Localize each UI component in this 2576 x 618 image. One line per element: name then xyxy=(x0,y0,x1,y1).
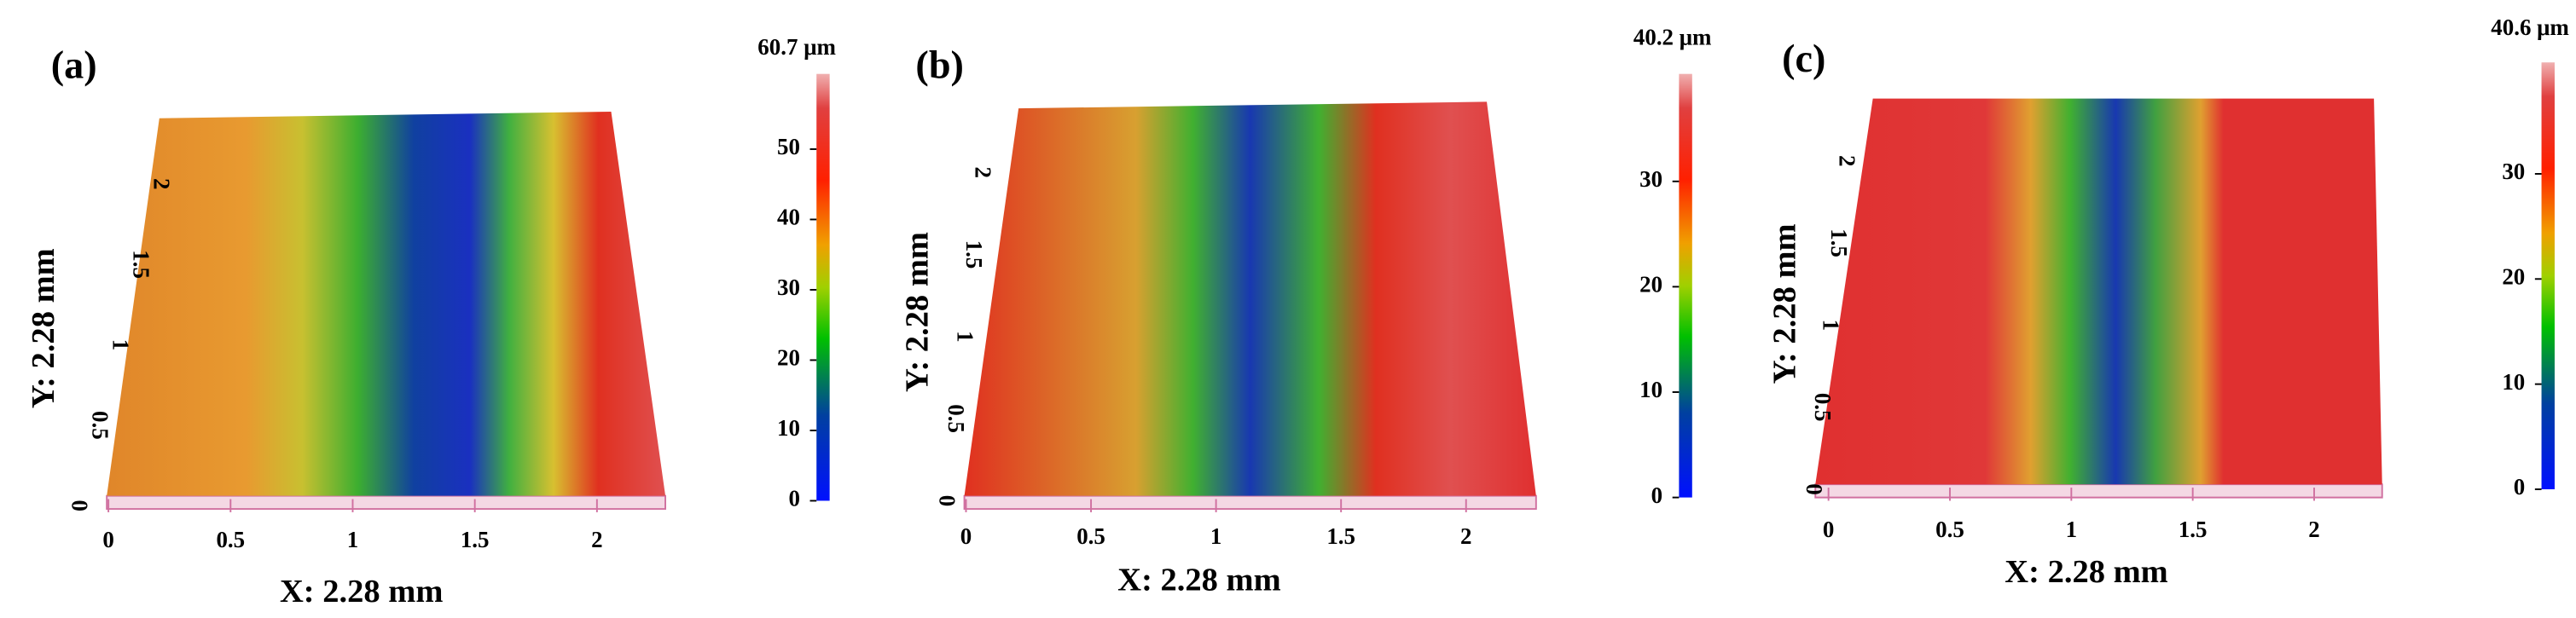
colorbar-tick-label: 30 xyxy=(1639,166,1662,192)
colorbar-max-label: 40.6 μm xyxy=(2491,14,2569,40)
x-tick-label: 0.5 xyxy=(216,527,245,552)
y-tick-label: 1.5 xyxy=(1826,228,1852,257)
x-tick-label: 2 xyxy=(591,527,602,552)
panel: (a) 0 0.5 1 1.5 2 X: 2.28 mm 0 0.5 1 1.5 2 Y: 2.28 m… xyxy=(26,34,836,609)
colorbar xyxy=(816,73,830,501)
panel-label: (b) xyxy=(915,43,963,87)
y-tick-label: 1 xyxy=(952,331,978,342)
surface-base xyxy=(963,494,1537,511)
y-axis-label: Y: 2.28 mm xyxy=(899,232,935,392)
x-axis-label: X: 2.28 mm xyxy=(280,574,443,609)
colorbar-tick-label: 40 xyxy=(777,205,800,230)
x-tick-label: 1 xyxy=(1210,523,1221,549)
y-tick-label: 2 xyxy=(149,178,175,189)
surface-base xyxy=(106,494,667,511)
colorbar-tick-label: 50 xyxy=(777,134,800,159)
surface xyxy=(1815,98,2382,485)
y-tick-label: 1.5 xyxy=(129,250,154,279)
colorbar-tick-label: 10 xyxy=(1639,377,1662,402)
colorbar-max-label: 60.7 μm xyxy=(757,34,836,60)
colorbar-tick-label: 0 xyxy=(1651,482,1662,508)
x-tick-label: 2 xyxy=(2308,517,2319,542)
y-tick-label: 0.5 xyxy=(943,404,969,433)
x-tick-label: 0.5 xyxy=(1935,517,1964,542)
y-tick-label: 1 xyxy=(107,339,133,350)
x-tick-label: 1.5 xyxy=(461,527,490,552)
panel-label: (a) xyxy=(51,43,97,87)
y-axis-label: Y: 2.28 mm xyxy=(26,248,61,408)
y-tick-label: 2 xyxy=(1835,155,1860,166)
colorbar-tick-label: 20 xyxy=(2502,263,2525,289)
colorbar-tick-label: 0 xyxy=(788,486,799,511)
colorbar xyxy=(1679,73,1692,498)
y-tick-label: 1.5 xyxy=(961,240,987,269)
surface xyxy=(964,101,1536,496)
panel-label: (c) xyxy=(1782,37,1825,80)
colorbar-tick-label: 20 xyxy=(777,345,800,371)
x-tick-label: 0 xyxy=(102,527,113,552)
colorbar-tick-label: 30 xyxy=(777,274,800,300)
x-tick-label: 0 xyxy=(960,523,972,549)
y-tick-label: 0.5 xyxy=(1810,393,1836,422)
colorbar-tick-label: 20 xyxy=(1639,272,1662,297)
y-tick-label: 2 xyxy=(971,167,996,178)
y-tick-label: 0 xyxy=(1801,483,1827,494)
x-tick-label: 1 xyxy=(347,527,358,552)
surface-base xyxy=(1814,483,2383,499)
colorbar-tick-label: 30 xyxy=(2502,159,2525,184)
panel: (b) 0 0.5 1 1.5 2 X: 2.28 mm 0 0.5 1 1.5 2 Y: 2.28 m… xyxy=(899,24,1711,598)
panel: (c) 0 0.5 1 1.5 2 X: 2.28 mm 0 0.5 1 1.5 2 Y: 2.28 m… xyxy=(1767,14,2569,590)
x-tick-label: 0 xyxy=(1823,517,1834,542)
x-tick-label: 0.5 xyxy=(1076,523,1105,549)
y-tick-label: 1 xyxy=(1818,320,1843,331)
y-tick-label: 0 xyxy=(67,500,92,511)
colorbar-tick-label: 0 xyxy=(2514,474,2525,500)
y-tick-label: 0.5 xyxy=(87,411,113,440)
surface xyxy=(107,111,666,496)
x-axis-label: X: 2.28 mm xyxy=(1117,563,1280,598)
colorbar xyxy=(2541,62,2555,489)
colorbar-max-label: 40.2 μm xyxy=(1633,24,1712,49)
y-tick-label: 0 xyxy=(934,495,960,506)
colorbar-tick-label: 10 xyxy=(2502,369,2525,395)
colorbar-tick-label: 10 xyxy=(777,415,800,441)
x-tick-label: 2 xyxy=(1460,523,1471,549)
x-tick-label: 1.5 xyxy=(1326,523,1355,549)
x-tick-label: 1 xyxy=(2066,517,2077,542)
x-axis-label: X: 2.28 mm xyxy=(2005,554,2167,590)
x-tick-label: 1.5 xyxy=(2179,517,2208,542)
y-axis-label: Y: 2.28 mm xyxy=(1767,223,1802,384)
